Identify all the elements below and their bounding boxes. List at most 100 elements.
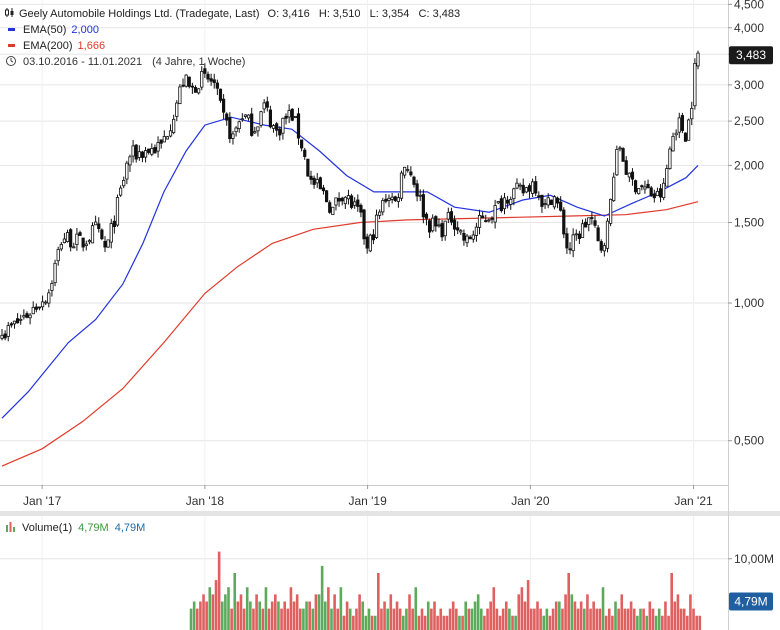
candle [412, 175, 416, 188]
candle [337, 192, 341, 207]
volume-bar [277, 601, 280, 630]
candle [94, 215, 98, 226]
candle [306, 158, 310, 177]
candle [440, 219, 444, 242]
candle [671, 132, 675, 152]
candle [265, 96, 269, 112]
candle [72, 242, 76, 249]
candle [580, 219, 585, 238]
volume-bar [380, 608, 383, 630]
panel-separator[interactable] [0, 511, 780, 516]
volume-bar [483, 615, 486, 630]
volume-bar [348, 608, 352, 630]
volume-bar [298, 608, 302, 630]
y-tick-label: 2,500 [734, 114, 764, 128]
candle [690, 101, 694, 126]
volume-bar [411, 608, 414, 630]
candle [658, 184, 663, 203]
volume-bar [695, 615, 698, 630]
candle [209, 73, 213, 86]
candle [649, 185, 653, 197]
volume-bar [386, 608, 389, 630]
candlestick-icon [5, 8, 14, 17]
candle [365, 233, 369, 254]
candle [109, 218, 113, 249]
candle [231, 130, 235, 145]
candle [665, 164, 669, 187]
volume-bar [492, 587, 496, 630]
candle [449, 207, 454, 226]
volume-bar [533, 608, 536, 630]
volume-bar [589, 608, 592, 630]
candle [540, 194, 544, 213]
volume-bars-icon [6, 522, 15, 532]
candle [396, 193, 400, 208]
candle [206, 71, 210, 83]
candle [530, 178, 535, 198]
volume-bar [592, 601, 595, 630]
candle [181, 78, 185, 88]
candle [312, 175, 316, 189]
volume-bar [636, 615, 639, 630]
volume-bar [211, 594, 215, 630]
candle [100, 228, 104, 241]
volume-bar [670, 573, 673, 630]
candle [652, 189, 656, 203]
volume-bar [467, 608, 471, 630]
candle [393, 195, 397, 202]
candle [680, 112, 684, 134]
candle [193, 85, 198, 93]
volume-bar [373, 615, 377, 630]
volume-bar [302, 608, 305, 630]
ema50-label: EMA(50) [23, 24, 66, 36]
y-tick-label: 4,000 [734, 21, 764, 35]
candle [47, 289, 51, 308]
candle [571, 228, 575, 258]
volume-bar [389, 594, 393, 630]
volume-bar [598, 608, 602, 630]
volume-bar [202, 594, 205, 630]
volume-bar [417, 615, 421, 630]
volume-bar [408, 594, 411, 630]
candle [119, 185, 123, 197]
candle [630, 168, 635, 186]
period-label: (4 Jahre, 1 Woche) [152, 56, 245, 68]
candle [200, 66, 204, 91]
candle [468, 235, 472, 240]
volume-bar [208, 587, 212, 630]
candle [34, 303, 38, 313]
volume-bar [514, 615, 517, 630]
volume-bar [648, 601, 652, 630]
candle [16, 313, 20, 324]
candle [234, 126, 238, 137]
volume-bar [352, 615, 355, 630]
volume-bar [317, 594, 321, 630]
volume-bar [561, 608, 564, 630]
candle [159, 139, 163, 149]
x-tick-label: Jan '21 [674, 494, 713, 508]
candle [143, 147, 148, 163]
volume-bar [470, 608, 474, 630]
volume-bar [567, 573, 570, 630]
candle [474, 222, 479, 242]
volume-bar [195, 608, 199, 630]
volume-value-2: 4,79M [115, 522, 146, 534]
candle [259, 110, 263, 128]
candle [334, 197, 338, 211]
price-y-axis: 4,5004,0003,5003,0002,5002,0001,5001,000… [728, 0, 764, 448]
volume-bar [632, 608, 636, 630]
candle [331, 206, 335, 216]
candle [203, 63, 207, 79]
candle [621, 147, 625, 162]
candle [6, 321, 10, 342]
ema200-value: 1,666 [78, 40, 106, 52]
candle [268, 105, 273, 129]
volume-bar [526, 580, 530, 630]
volume-bar [239, 594, 243, 630]
volume-bar [495, 608, 499, 630]
volume-bar [698, 615, 702, 630]
volume-bar [377, 573, 380, 630]
candle [646, 179, 650, 189]
candle [293, 115, 297, 119]
candle [290, 108, 294, 122]
